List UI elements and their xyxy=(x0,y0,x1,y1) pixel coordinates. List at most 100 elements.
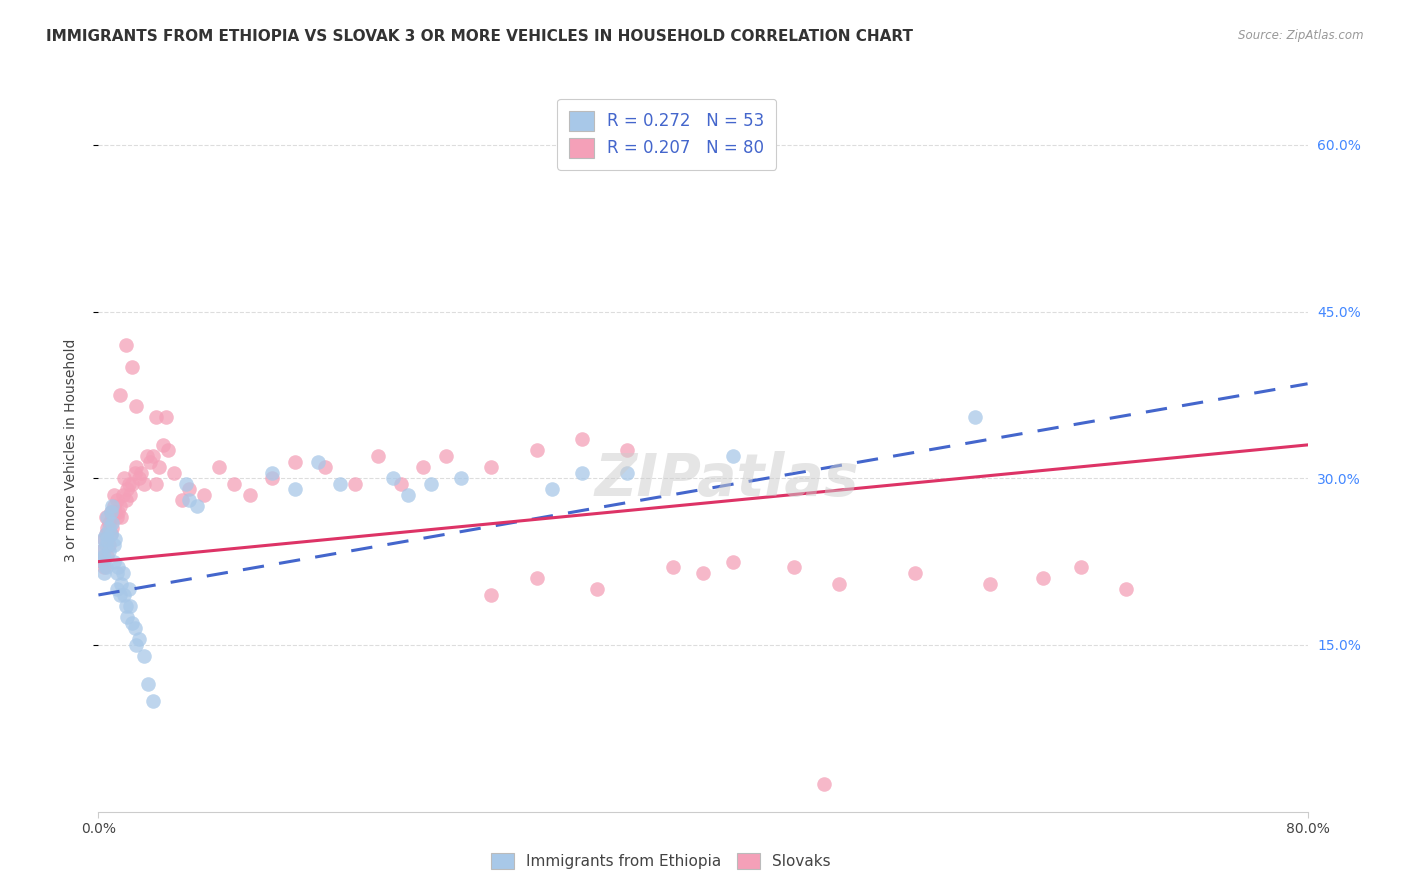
Point xyxy=(112,471,135,485)
Point xyxy=(540,483,562,497)
Point xyxy=(128,632,150,647)
Point xyxy=(1070,560,1092,574)
Point xyxy=(91,555,114,569)
Point xyxy=(108,499,131,513)
Point xyxy=(98,521,121,535)
Text: Source: ZipAtlas.com: Source: ZipAtlas.com xyxy=(1239,29,1364,43)
Point xyxy=(105,510,128,524)
Point xyxy=(723,449,745,463)
Point xyxy=(110,577,132,591)
Point xyxy=(1115,582,1137,597)
Point xyxy=(105,493,128,508)
Point xyxy=(174,476,197,491)
Text: ZIPatlas: ZIPatlas xyxy=(595,450,859,508)
Point xyxy=(118,582,141,597)
Point xyxy=(105,582,128,597)
Point xyxy=(128,471,150,485)
Point xyxy=(179,493,201,508)
Point xyxy=(93,533,115,547)
Point xyxy=(239,488,262,502)
Point xyxy=(124,621,146,635)
Point xyxy=(112,588,135,602)
Point xyxy=(616,443,638,458)
Point xyxy=(98,538,121,552)
Point xyxy=(96,549,118,563)
Point xyxy=(813,777,835,791)
Point xyxy=(783,560,806,574)
Point xyxy=(979,577,1001,591)
Point xyxy=(125,460,148,475)
Point xyxy=(100,505,122,519)
Point xyxy=(965,410,987,425)
Point xyxy=(382,471,405,485)
Point xyxy=(94,538,117,552)
Point xyxy=(114,493,136,508)
Point xyxy=(389,476,412,491)
Point xyxy=(111,566,134,580)
Point xyxy=(103,499,125,513)
Point xyxy=(344,476,367,491)
Text: IMMIGRANTS FROM ETHIOPIA VS SLOVAK 3 OR MORE VEHICLES IN HOUSEHOLD CORRELATION C: IMMIGRANTS FROM ETHIOPIA VS SLOVAK 3 OR … xyxy=(46,29,914,45)
Point xyxy=(135,449,157,463)
Point xyxy=(90,543,112,558)
Point xyxy=(156,443,179,458)
Point xyxy=(107,505,129,519)
Point xyxy=(450,471,472,485)
Point xyxy=(96,510,118,524)
Point xyxy=(108,388,131,402)
Point xyxy=(314,460,336,475)
Point xyxy=(103,488,125,502)
Point xyxy=(148,460,170,475)
Point xyxy=(100,526,122,541)
Point xyxy=(93,566,115,580)
Point xyxy=(152,438,174,452)
Point xyxy=(114,599,136,613)
Point xyxy=(115,483,138,497)
Point xyxy=(526,571,548,585)
Point xyxy=(307,454,329,468)
Point xyxy=(208,460,231,475)
Point xyxy=(136,677,159,691)
Point xyxy=(412,460,434,475)
Point xyxy=(108,588,131,602)
Point xyxy=(396,488,419,502)
Point xyxy=(91,533,114,547)
Point xyxy=(110,510,132,524)
Point xyxy=(571,466,593,480)
Point xyxy=(91,555,114,569)
Point xyxy=(526,443,548,458)
Point xyxy=(142,449,165,463)
Legend: R = 0.272   N = 53, R = 0.207   N = 80: R = 0.272 N = 53, R = 0.207 N = 80 xyxy=(557,99,776,169)
Point xyxy=(105,566,128,580)
Point xyxy=(129,466,152,480)
Point xyxy=(98,516,121,530)
Point xyxy=(100,526,122,541)
Point xyxy=(155,410,177,425)
Point xyxy=(262,471,284,485)
Point xyxy=(104,533,127,547)
Point xyxy=(262,466,284,480)
Point xyxy=(125,399,148,413)
Point xyxy=(434,449,457,463)
Point xyxy=(145,410,167,425)
Point xyxy=(142,693,165,707)
Point xyxy=(98,543,121,558)
Point xyxy=(94,560,117,574)
Point xyxy=(586,582,609,597)
Point xyxy=(96,521,118,535)
Point xyxy=(107,560,129,574)
Point xyxy=(163,466,186,480)
Point xyxy=(93,549,115,563)
Point xyxy=(111,488,134,502)
Point xyxy=(96,533,118,547)
Point xyxy=(329,476,352,491)
Point xyxy=(571,433,593,447)
Point xyxy=(121,615,143,630)
Point xyxy=(661,560,683,574)
Point xyxy=(121,476,143,491)
Point xyxy=(94,510,117,524)
Point xyxy=(94,526,117,541)
Point xyxy=(692,566,714,580)
Point xyxy=(723,555,745,569)
Point xyxy=(125,638,148,652)
